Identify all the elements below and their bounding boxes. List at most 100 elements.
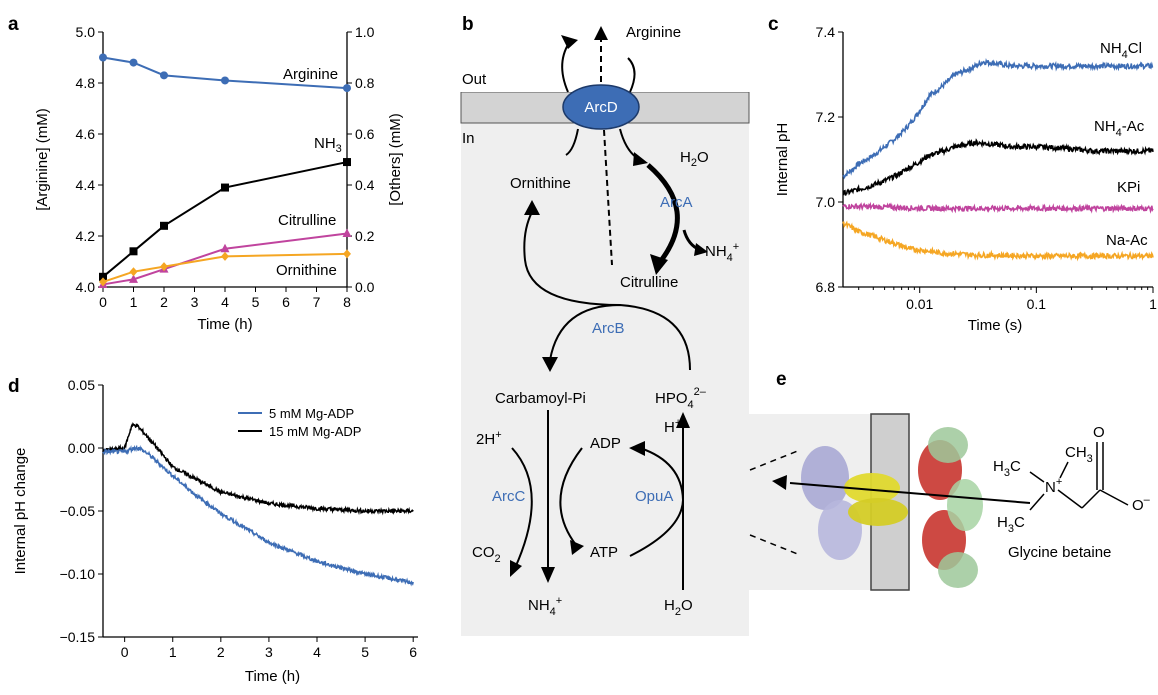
a-ytick-label: 4.6: [76, 126, 96, 142]
a-point-ornithine: [99, 277, 107, 287]
a-point-citrulline: [129, 274, 138, 283]
a-xtick-label: 2: [160, 294, 168, 310]
betaine-o-double: O: [1093, 424, 1105, 441]
label-hplus: H+: [664, 417, 681, 436]
d-xtick-label: 0: [121, 644, 129, 660]
label-arcb: ArcB: [592, 320, 625, 337]
panel-a: a 0 1 2 3 4 5 6 7 8 4.0 4.2 4.4 4.6 4.8 5.0 0.0 0.2 0.4 0.…: [8, 14, 404, 333]
a-xtick-label: 4: [221, 294, 229, 310]
a-point-ornithine: [160, 262, 168, 272]
a-xtick-label: 3: [191, 294, 199, 310]
a-xtick-label: 0: [99, 294, 107, 310]
arcd-in-arrowhead: [633, 152, 648, 166]
d-series-line: [102, 422, 414, 516]
arcd-out-curve-right: [627, 57, 636, 93]
d-xtick-label: 6: [409, 644, 417, 660]
panel-d-marks: [102, 422, 414, 587]
label-atp: ATP: [590, 544, 618, 561]
panel-label-a: a: [8, 14, 19, 35]
panel-a-marks: [98, 53, 352, 288]
c-series-label: NH4Cl: [1100, 40, 1142, 61]
panel-label-e: e: [776, 369, 787, 390]
c-series-line-nh4cl: [842, 57, 1154, 180]
label-out: Out: [462, 71, 487, 88]
c-series-label: KPi: [1117, 179, 1140, 196]
arcc-nh4-arrowhead: [541, 567, 555, 583]
c-xlabel: Time (s): [968, 317, 1022, 334]
label-arcc: ArcC: [492, 488, 526, 505]
a-point-citrulline: [220, 243, 230, 253]
c-ylabel: Internal pH: [774, 123, 791, 196]
a-point-arginine: [160, 71, 168, 80]
label-arca: ArcA: [660, 194, 693, 211]
c-xtick-label: 0.1: [1027, 296, 1047, 312]
c-ytick-label: 7.2: [816, 109, 836, 125]
c-series-line-nh4-ac: [842, 138, 1154, 196]
c-ytick-label: 7.4: [816, 24, 836, 40]
opua-atp-adp-curve: [629, 447, 685, 557]
a-y2tick-label: 1.0: [355, 24, 375, 40]
betaine-n: N+: [1045, 476, 1062, 496]
c-xtick-label: 0.01: [906, 296, 933, 312]
betaine-import-arrow: [789, 482, 1031, 504]
a-point-arginine: [221, 76, 229, 85]
a-xtick-label: 6: [282, 294, 290, 310]
a-y2tick-label: 0.4: [355, 177, 375, 193]
a-point-nh3: [221, 183, 229, 192]
label-arginine-out: Arginine: [626, 24, 681, 41]
panel-d: d 0 1 2 3 4 5 6 0.05 0.00 −0.05 −0.10 −0.15 Time (h)…: [8, 376, 418, 685]
a-y2label: [Others] (mM): [387, 113, 404, 206]
label-citrulline-b: Citrulline: [620, 274, 678, 291]
label-nh4-bottom: NH4+: [528, 595, 562, 618]
a-point-ornithine: [343, 249, 351, 259]
label-ornithine: Ornithine: [276, 262, 337, 279]
arcd-out-arrowhead-left: [561, 35, 578, 49]
a-ytick-label: 4.8: [76, 75, 96, 91]
d-xlabel: Time (h): [245, 668, 300, 685]
a-ytick-label: 4.2: [76, 228, 96, 244]
panel-c: c 0.01 0.1 1 6.8 7.0 7.2 7.4 Time (s) Internal p…: [768, 14, 1157, 334]
opua-structure-image: [801, 427, 983, 588]
d-ytick-label: −0.10: [60, 566, 96, 582]
arcc-h-co2-curve: [511, 447, 533, 569]
arca-nh4-arrowhead: [694, 243, 708, 256]
opua-arrowhead: [676, 412, 690, 428]
c-series-label: Na-Ac: [1106, 232, 1148, 249]
zoom-dashed-bottom: [749, 534, 801, 556]
d-xtick-label: 1: [169, 644, 177, 660]
d-xtick-label: 3: [265, 644, 273, 660]
label-citrulline: Citrulline: [278, 212, 336, 229]
panel-c-labels: NH4Cl NH4-Ac KPi Na-Ac: [1094, 40, 1148, 249]
label-in: In: [462, 130, 475, 147]
a-ylabel: [Arginine] (mM): [34, 108, 51, 211]
ornithine-return-arc: [523, 211, 621, 306]
d-ytick-label: −0.15: [60, 629, 96, 645]
a-ytick-label: 4.4: [76, 177, 96, 193]
arcd-transporter: [562, 84, 640, 130]
a-point-nh3: [129, 247, 138, 256]
c-ytick-label: 7.0: [816, 194, 836, 210]
label-h2o-top: H2O: [680, 149, 709, 169]
a-xtick-label: 7: [313, 294, 321, 310]
a-xtick-label: 8: [343, 294, 351, 310]
panel-c-axes: 0.01 0.1 1 6.8 7.0 7.2 7.4 Time (s) Internal pH: [774, 24, 1157, 334]
a-y2tick-label: 0.8: [355, 75, 375, 91]
label-opua: OpuA: [635, 488, 673, 505]
a-point-arginine: [129, 58, 138, 67]
d-ytick-label: 0.00: [68, 440, 95, 456]
a-point-ornithine: [129, 267, 138, 277]
d-xtick-label: 4: [313, 644, 321, 660]
a-point-nh3: [343, 158, 351, 167]
a-y2tick-label: 0.0: [355, 279, 375, 295]
legend-label-5mm: 5 mM Mg-ADP: [269, 406, 354, 421]
label-co2: CO2: [472, 544, 501, 565]
panel-e: e H3C CH3 N+ H3C O O–: [748, 369, 1151, 591]
ornithine-arrowhead: [524, 200, 540, 215]
label-nh4-arca: NH4+: [705, 241, 739, 264]
arcd-dashed-arrowhead: [594, 26, 608, 40]
legend-label-15mm: 15 mM Mg-ADP: [269, 424, 361, 439]
arcc-atp-arrowhead: [570, 540, 584, 555]
panel-a-axes: 0 1 2 3 4 5 6 7 8 4.0 4.2 4.4 4.6 4.8 5.0 0.0 0.2 0.4 0.6 0…: [34, 24, 404, 333]
label-nh3: NH3: [314, 135, 342, 155]
c-series-line-na-ac: [842, 220, 1154, 262]
